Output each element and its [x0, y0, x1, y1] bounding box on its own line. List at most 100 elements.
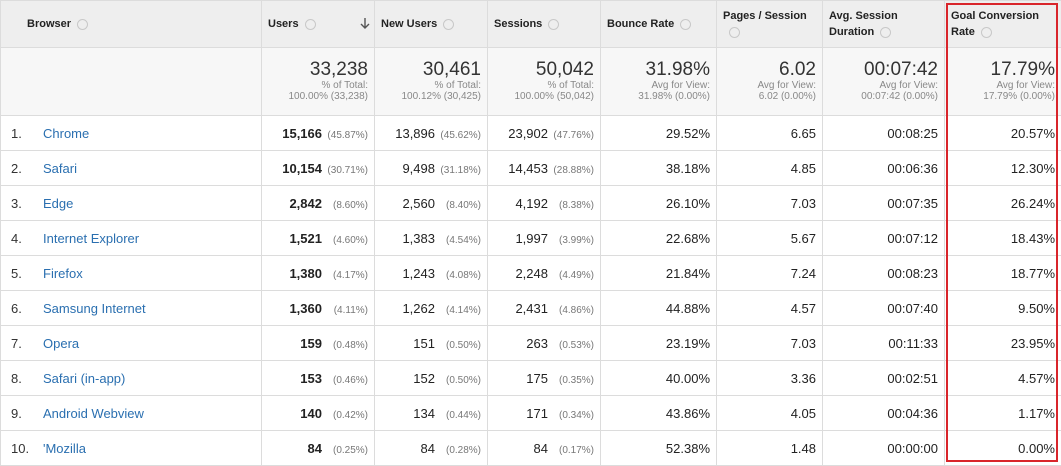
browser-link[interactable]: Samsung Internet — [43, 300, 146, 316]
metric-percent: (0.46%) — [332, 374, 368, 386]
metric-value: 4,192 — [515, 195, 548, 211]
help-icon[interactable] — [980, 26, 992, 38]
total-value: 33,238 — [309, 59, 368, 80]
browser-cell: 8. Safari (in-app) — [0, 360, 262, 396]
metric-cell: 9.50% — [944, 290, 1061, 326]
metric-value: 26.10% — [665, 195, 710, 211]
browser-link[interactable]: Chrome — [43, 125, 90, 141]
total-cell: 30,461% of Total: 100.12% (30,425) — [374, 47, 488, 116]
column-header[interactable]: Goal Conversion Rate — [944, 0, 1061, 48]
metric-percent: (0.48%) — [332, 339, 368, 351]
browser-link[interactable]: Android Webview — [43, 405, 144, 421]
browser-cell: 6. Samsung Internet — [0, 290, 262, 326]
metric-cell: 21.84% — [600, 255, 717, 291]
data-row: 7. Opera 159 (0.48%) 151 (0.50%) 263 (0.53%) 23.… — [0, 325, 1061, 361]
metric-value: 0.00% — [1018, 440, 1055, 456]
metric-value: 13,896 — [395, 125, 435, 141]
metric-cell: 152 (0.50%) — [374, 360, 488, 396]
help-icon[interactable] — [729, 26, 740, 38]
metric-cell: 1,380 (4.17%) — [261, 255, 375, 291]
browser-link[interactable]: 'Mozilla — [43, 440, 86, 456]
metric-cell: 00:06:36 — [822, 150, 945, 186]
help-icon[interactable] — [304, 18, 316, 30]
browser-link[interactable]: Edge — [43, 195, 74, 211]
help-icon[interactable] — [77, 18, 89, 30]
metric-value: 2,560 — [402, 195, 435, 211]
column-header[interactable]: Bounce Rate — [600, 0, 717, 48]
metric-cell: 40.00% — [600, 360, 717, 396]
metric-percent: (31.18%) — [440, 164, 481, 176]
metric-value: 2,431 — [515, 300, 548, 316]
metric-value: 00:07:12 — [887, 230, 938, 246]
browser-link[interactable]: Firefox — [43, 265, 83, 281]
metric-value: 15,166 — [282, 125, 322, 141]
metric-cell: 4,192 (8.38%) — [487, 185, 601, 221]
metric-percent: (8.38%) — [558, 199, 594, 211]
total-label: Avg for View: — [996, 80, 1055, 91]
header-label: Browser — [27, 18, 72, 30]
metric-cell: 00:08:25 — [822, 115, 945, 151]
metric-cell: 1,383 (4.54%) — [374, 220, 488, 256]
browser-cell: 7. Opera — [0, 325, 262, 361]
metric-percent: (4.60%) — [332, 234, 368, 246]
help-icon[interactable] — [443, 18, 455, 30]
metric-value: 00:04:36 — [887, 405, 938, 421]
metric-value: 10,154 — [282, 160, 322, 176]
metric-cell: 13,896 (45.62%) — [374, 115, 488, 151]
metric-cell: 4.05 — [716, 395, 823, 431]
metric-cell: 0.00% — [944, 430, 1061, 466]
metric-cell: 26.10% — [600, 185, 717, 221]
browser-cell: 2. Safari — [0, 150, 262, 186]
metric-value: 4.05 — [790, 405, 816, 421]
help-icon[interactable] — [680, 18, 692, 30]
metric-value: 84 — [307, 440, 322, 456]
metric-cell: 9,498 (31.18%) — [374, 150, 488, 186]
total-value: 00:07:42 — [864, 59, 938, 80]
header-label: Avg. Session Duration — [829, 10, 898, 38]
browser-cell: 9. Android Webview — [0, 395, 262, 431]
column-header[interactable]: Sessions — [487, 0, 601, 48]
header-label: New Users — [381, 18, 438, 30]
metric-percent: (0.50%) — [445, 339, 481, 351]
metric-cell: 140 (0.42%) — [261, 395, 375, 431]
data-row: 8. Safari (in-app) 153 (0.46%) 152 (0.50%) 175… — [0, 360, 1061, 396]
data-row: 6. Samsung Internet 1,360 (4.11%) 1,262 (4.14… — [0, 290, 1061, 326]
metric-cell: 7.03 — [716, 325, 823, 361]
metric-value: 23.19% — [665, 335, 710, 351]
metric-cell: 2,431 (4.86%) — [487, 290, 601, 326]
metric-value: 26.24% — [1010, 195, 1055, 211]
browser-link[interactable]: Opera — [43, 335, 80, 351]
metric-value: 43.86% — [665, 405, 710, 421]
metric-value: 1,360 — [289, 300, 322, 316]
metric-cell: 43.86% — [600, 395, 717, 431]
total-label: Avg for View: — [757, 80, 816, 91]
column-header[interactable]: Browser — [0, 0, 262, 48]
metric-value: 9.50% — [1018, 300, 1055, 316]
metric-value: 4.57% — [1018, 370, 1055, 386]
metric-value: 12.30% — [1010, 160, 1055, 176]
column-header[interactable]: Pages / Session — [716, 0, 823, 48]
totals-blank — [0, 47, 262, 116]
metric-value: 1,243 — [402, 265, 435, 281]
total-label: Avg for View: — [879, 80, 938, 91]
column-header[interactable]: Avg. Session Duration — [822, 0, 945, 48]
metric-value: 00:00:00 — [887, 440, 938, 456]
metric-cell: 00:02:51 — [822, 360, 945, 396]
browser-link[interactable]: Safari — [43, 160, 77, 176]
browser-link[interactable]: Internet Explorer — [43, 230, 140, 246]
metric-value: 159 — [300, 335, 322, 351]
metric-cell: 171 (0.34%) — [487, 395, 601, 431]
metric-percent: (0.35%) — [558, 374, 594, 386]
sort-arrow[interactable] — [360, 18, 370, 35]
help-icon[interactable] — [548, 18, 560, 30]
metric-cell: 00:00:00 — [822, 430, 945, 466]
browser-link[interactable]: Safari (in-app) — [43, 370, 126, 386]
totals-row: 33,238% of Total: 100.00% (33,238) 30,461%… — [0, 47, 1061, 116]
metric-value: 1.48 — [790, 440, 816, 456]
help-icon[interactable] — [880, 26, 892, 38]
metric-value: 22.68% — [665, 230, 710, 246]
metric-percent: (4.14%) — [445, 304, 481, 316]
row-index: 7. — [11, 335, 22, 351]
column-header[interactable]: Users — [261, 0, 375, 48]
column-header[interactable]: New Users — [374, 0, 488, 48]
